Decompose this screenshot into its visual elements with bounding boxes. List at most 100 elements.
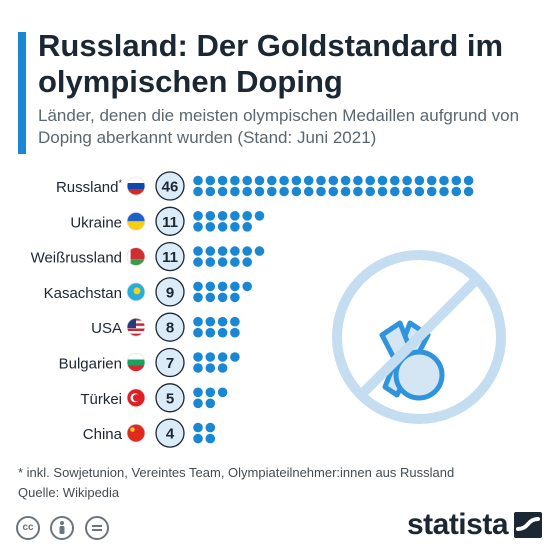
medal-dot — [230, 352, 240, 362]
medal-dot — [291, 186, 302, 197]
chart-row: Weißrussland 11 — [31, 241, 265, 272]
statista-wordmark: statista — [406, 508, 509, 541]
medal-dot — [205, 433, 216, 444]
medal-dot — [217, 281, 228, 292]
medal-dot — [254, 211, 265, 221]
flag-ukraine-icon — [126, 211, 146, 231]
medal-dot — [303, 186, 314, 197]
medal-dot — [242, 257, 252, 267]
medal-dot — [205, 352, 216, 362]
medal-dot — [217, 246, 228, 256]
medal-dot — [217, 222, 228, 232]
medal-dot — [267, 175, 277, 186]
medal-dot — [205, 398, 216, 409]
medal-dot — [242, 246, 252, 256]
medal-dot — [402, 175, 412, 186]
medal-dot — [193, 211, 203, 221]
category-label: Weißrussland — [31, 250, 122, 267]
medal-dot — [316, 186, 326, 197]
medal-dot — [217, 186, 228, 197]
category-label: China — [83, 426, 123, 443]
medal-dot — [451, 175, 462, 186]
medal-dot — [377, 186, 388, 197]
medal-dot — [193, 352, 203, 362]
value-badge — [155, 241, 185, 272]
value-badge — [155, 277, 185, 307]
medal-dot — [217, 211, 228, 221]
medal-dot — [230, 222, 240, 232]
statista-logo-icon — [514, 512, 542, 538]
dot-chart: Russland* 46 Ukraine 11 Weißrussland 11 Kasach… — [31, 171, 506, 448]
value-badge — [155, 171, 185, 201]
category-label: Russland* — [56, 178, 123, 196]
chart-subtitle: Länder, denen die meisten olympischen Me… — [38, 106, 520, 147]
medal-dot — [390, 175, 400, 186]
medal-dot — [205, 222, 216, 232]
category-label: Ukraine — [70, 214, 122, 231]
no-derivatives-icon — [84, 516, 109, 540]
value-badge — [155, 383, 185, 413]
value-badge — [155, 312, 185, 342]
medal-dot — [205, 327, 216, 338]
medal-dot — [193, 222, 203, 232]
license-icons: cc — [16, 516, 115, 542]
flag-kazakhstan-icon — [126, 282, 146, 302]
source-note: Quelle: Wikipedia — [18, 485, 120, 500]
category-label: USA — [91, 320, 122, 337]
medal-dot — [205, 363, 216, 373]
value-label: 46 — [162, 179, 179, 196]
medal-dot — [217, 292, 228, 303]
medal-dot — [230, 327, 240, 338]
medal-dot — [193, 433, 203, 444]
value-badge — [155, 418, 185, 448]
medal-dot — [205, 387, 216, 398]
medal-dot — [402, 186, 412, 197]
medal-dot — [217, 316, 228, 327]
medal-dot — [217, 175, 228, 186]
value-badge — [155, 347, 185, 378]
medal-dot — [353, 175, 363, 186]
medal-dot — [426, 186, 437, 197]
medal-dot — [451, 186, 462, 197]
medal-dot — [193, 363, 203, 373]
medal-dot — [242, 222, 252, 232]
medal-dot — [205, 186, 216, 197]
medal-dot — [205, 246, 216, 256]
medal-dot — [254, 186, 265, 197]
medal-dot — [426, 175, 437, 186]
medal-dot — [439, 175, 449, 186]
footnote: * inkl. Sowjetunion, Vereintes Team, Oly… — [18, 465, 455, 480]
medal-dot — [303, 175, 314, 186]
medal-dot — [230, 175, 240, 186]
medal-dot — [205, 292, 216, 303]
medal-dot — [205, 422, 216, 433]
chart-row: Kasachstan 9 — [44, 277, 252, 307]
medal-dot — [205, 211, 216, 221]
medal-dot — [254, 246, 265, 256]
value-label: 11 — [162, 214, 178, 231]
medal-dot — [217, 363, 228, 373]
medal-dot — [230, 257, 240, 267]
medal-dot — [340, 175, 351, 186]
medal-dot — [242, 186, 252, 197]
chart-row: Russland* 46 — [56, 171, 474, 201]
value-badge — [155, 206, 185, 236]
medal-dot — [230, 246, 240, 256]
medal-dot — [193, 281, 203, 292]
medal-dot — [193, 422, 203, 433]
category-label: Türkei — [80, 391, 122, 408]
medal-dot — [230, 211, 240, 221]
medal-dot — [291, 175, 302, 186]
value-label: 4 — [166, 426, 175, 443]
medal-dot — [193, 186, 203, 197]
flag-china-icon — [126, 423, 146, 443]
value-label: 11 — [162, 249, 178, 266]
flag-bulgaria-icon — [126, 353, 146, 372]
medal-dot — [217, 352, 228, 362]
statista-logo: statista — [407, 508, 542, 542]
medal-dot — [193, 246, 203, 256]
medal-dot — [377, 175, 388, 186]
no-doping-medal-icon — [332, 250, 506, 424]
medal-dot — [217, 257, 228, 267]
medal-dot — [230, 281, 240, 292]
